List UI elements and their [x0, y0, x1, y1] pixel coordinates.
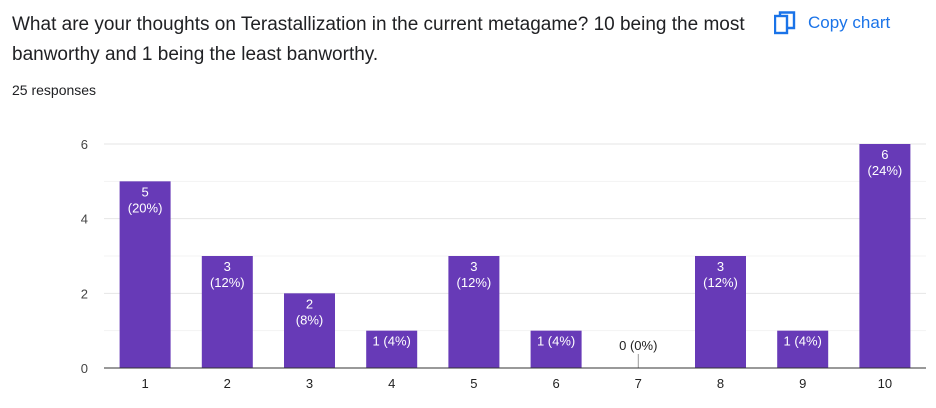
response-count: 25 responses — [12, 82, 97, 98]
x-tick-label: 8 — [717, 376, 724, 391]
data-label: (8%) — [296, 312, 323, 327]
x-tick-label: 9 — [799, 376, 806, 391]
y-tick-label: 6 — [81, 137, 88, 152]
data-label: (20%) — [128, 200, 163, 215]
x-tick-label: 4 — [388, 376, 395, 391]
copy-icon — [774, 11, 796, 35]
bar — [284, 293, 335, 368]
data-label: 1 (4%) — [537, 334, 575, 349]
bar — [695, 256, 746, 368]
copy-chart-label: Copy chart — [808, 13, 891, 32]
data-label: 0 (0%) — [619, 338, 657, 353]
bar — [777, 330, 829, 368]
bar — [366, 330, 418, 368]
data-label: (24%) — [868, 163, 903, 178]
data-label: 2 — [306, 296, 313, 311]
bar — [530, 330, 582, 368]
y-tick-label: 0 — [81, 361, 88, 376]
x-tick-label: 1 — [141, 376, 148, 391]
data-label: 5 — [141, 184, 148, 199]
question-title: What are your thoughts on Terastallizati… — [12, 14, 745, 65]
data-label: (12%) — [703, 275, 738, 290]
x-tick-label: 2 — [224, 376, 231, 391]
copy-chart-button[interactable]: Copy chart — [774, 8, 890, 38]
y-tick-label: 2 — [81, 286, 88, 301]
data-label: (12%) — [457, 275, 492, 290]
data-label: (12%) — [210, 275, 245, 290]
bar — [119, 181, 171, 368]
data-label: 3 — [717, 259, 724, 274]
data-label: 6 — [881, 147, 888, 162]
data-label: 3 — [470, 259, 477, 274]
x-tick-label: 10 — [878, 376, 892, 391]
bar — [201, 256, 253, 368]
data-label: 3 — [224, 259, 231, 274]
data-label: 1 (4%) — [784, 334, 822, 349]
x-tick-label: 7 — [635, 376, 642, 391]
x-tick-label: 6 — [552, 376, 559, 391]
y-tick-label: 4 — [81, 212, 88, 227]
bar — [859, 144, 911, 368]
data-label: 1 (4%) — [373, 334, 411, 349]
x-tick-label: 5 — [470, 376, 477, 391]
x-tick-label: 3 — [306, 376, 313, 391]
bar — [448, 256, 500, 368]
